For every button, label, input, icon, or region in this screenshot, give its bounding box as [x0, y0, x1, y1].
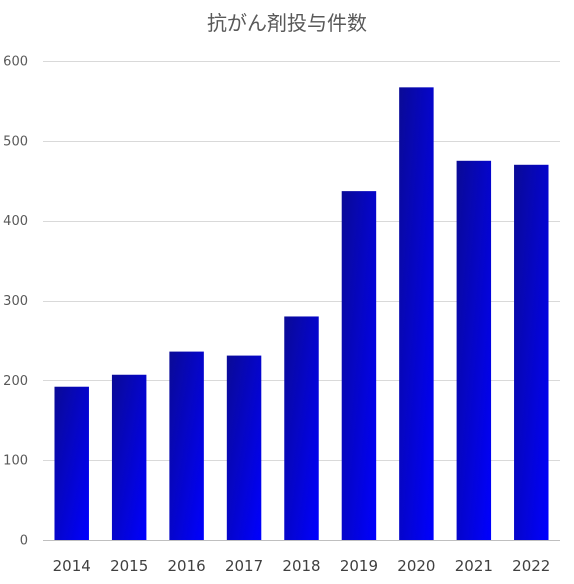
x-tick-label: 2020	[397, 557, 435, 575]
bar-2016	[169, 351, 204, 540]
y-tick-label: 0	[20, 534, 28, 549]
x-tick-label: 2018	[282, 557, 320, 575]
chart-title: 抗がん剤投与件数	[207, 11, 367, 35]
y-axis-ticks: 0 100 200 300 400 500 600	[3, 55, 28, 549]
bar-2014	[54, 386, 89, 540]
y-tick-label: 300	[3, 294, 28, 309]
bar-2015	[111, 374, 147, 540]
bars	[54, 87, 549, 541]
x-tick-label: 2014	[53, 557, 91, 575]
x-axis-ticks: 2014 2015 2016 2017 2018 2019 2020 2021 2022	[53, 557, 551, 575]
y-tick-label: 600	[3, 55, 28, 70]
bar-2019	[341, 191, 377, 540]
x-tick-label: 2021	[455, 557, 493, 575]
bar-2021	[456, 160, 492, 540]
y-tick-label: 100	[3, 454, 28, 469]
bar-2017	[226, 355, 262, 540]
x-tick-label: 2019	[340, 557, 378, 575]
x-tick-label: 2017	[225, 557, 263, 575]
y-tick-label: 500	[3, 134, 28, 149]
y-tick-label: 400	[3, 214, 28, 229]
bar-2018	[284, 316, 319, 540]
x-tick-label: 2016	[168, 557, 206, 575]
x-tick-label: 2022	[512, 557, 550, 575]
bar-2020	[399, 87, 434, 540]
y-tick-label: 200	[3, 374, 28, 389]
x-tick-label: 2015	[110, 557, 148, 575]
bar-2022	[514, 164, 549, 541]
